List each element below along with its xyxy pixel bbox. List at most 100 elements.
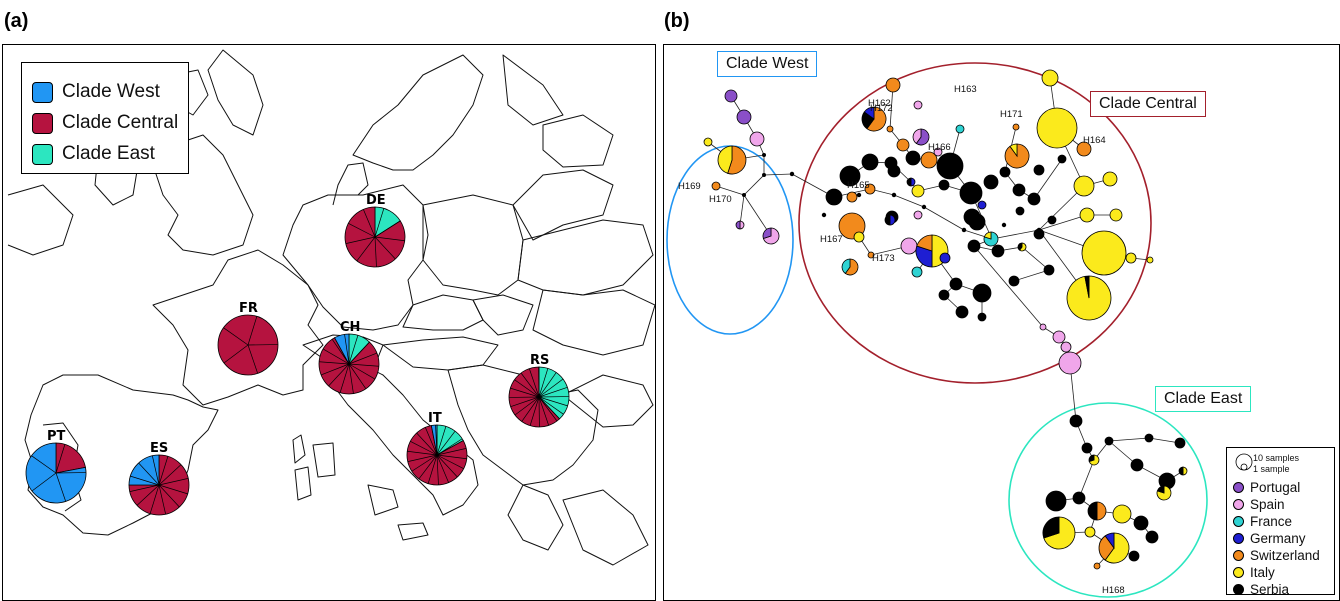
pie-rs-divider bbox=[510, 396, 540, 408]
haplotype-node bbox=[1081, 442, 1093, 454]
haplotype-node-slice bbox=[1033, 228, 1045, 240]
clade-legend: Clade West Clade Central Clade East bbox=[21, 62, 189, 174]
pie-rs-divider bbox=[538, 396, 564, 415]
legend-label: Switzerland bbox=[1250, 547, 1320, 563]
haplotype-node bbox=[1104, 436, 1114, 446]
clade-east-ellipse bbox=[1008, 402, 1208, 598]
haplotype-node-slice bbox=[739, 220, 745, 230]
legend-italy: Italy bbox=[1233, 564, 1275, 580]
haplotype-node bbox=[1087, 501, 1107, 521]
network-edge bbox=[1013, 269, 1050, 282]
size-key: 10 samples 1 sample bbox=[1235, 452, 1335, 476]
haplotype-node-slice bbox=[999, 166, 1011, 178]
haplotype-node-slice bbox=[906, 177, 912, 187]
haplotype-node bbox=[1057, 154, 1067, 164]
haplotype-node-slice bbox=[1009, 143, 1018, 158]
swatch-east bbox=[32, 143, 53, 165]
pie-pt-slice bbox=[25, 442, 87, 504]
haplotype-node bbox=[967, 239, 981, 253]
haplotype-node bbox=[1133, 515, 1149, 531]
haplotype-node-slice bbox=[1104, 532, 1115, 550]
haplotype-node-slice bbox=[1125, 252, 1137, 264]
haplotype-node-slice bbox=[1144, 433, 1154, 443]
network-edge bbox=[973, 245, 1044, 328]
legend-label: Clade East bbox=[62, 143, 155, 164]
haplotype-node bbox=[1043, 264, 1055, 276]
haplotype-node bbox=[885, 77, 901, 93]
pie-rs-divider bbox=[520, 372, 540, 398]
clade-west-label: Clade West bbox=[717, 51, 818, 77]
haplotype-node bbox=[915, 234, 949, 268]
pie-it-divider bbox=[416, 432, 438, 456]
pie-rs-divider bbox=[538, 396, 568, 407]
haplotype-node bbox=[736, 109, 752, 125]
haplotype-node bbox=[1033, 228, 1045, 240]
swatch-west bbox=[32, 81, 53, 103]
legend-label: Clade West bbox=[62, 81, 160, 102]
haplotype-node-slice bbox=[1012, 183, 1026, 197]
haplotype-node bbox=[1036, 107, 1078, 149]
pie-es-slice bbox=[128, 454, 190, 516]
haplotype-node-slice bbox=[844, 258, 859, 276]
haplotype-node bbox=[1012, 123, 1020, 131]
label-h167: H167 bbox=[820, 234, 843, 245]
pie-ch-divider bbox=[348, 352, 378, 365]
pie-es-slice bbox=[128, 454, 160, 486]
haplotype-node bbox=[846, 191, 858, 203]
haplotype-node-slice bbox=[1043, 264, 1055, 276]
label-h166: H166 bbox=[928, 142, 951, 153]
legend-label: France bbox=[1250, 513, 1293, 529]
haplotype-node bbox=[1079, 207, 1095, 223]
haplotype-labels: H162 H163 H164 H165 H166 H167 H168 H169 … bbox=[678, 84, 1125, 596]
haplotype-node-slice bbox=[1156, 485, 1165, 494]
median-vector bbox=[1001, 222, 1007, 228]
pie-pt-slice bbox=[55, 442, 86, 474]
label-h162: H162 bbox=[868, 98, 891, 109]
haplotype-node bbox=[955, 305, 969, 319]
haplotype-node bbox=[1102, 171, 1118, 187]
pie-es-divider bbox=[158, 464, 182, 486]
haplotype-node bbox=[999, 166, 1011, 178]
pie-label-fr: FR bbox=[239, 301, 258, 316]
pie-ch-divider bbox=[348, 363, 354, 394]
haplotype-node bbox=[938, 289, 950, 301]
haplotype-node bbox=[1069, 414, 1083, 428]
median-vector bbox=[962, 228, 966, 232]
pie-rs-divider bbox=[538, 396, 550, 426]
pie-es-divider bbox=[158, 478, 189, 486]
haplotype-node-slice bbox=[1146, 256, 1154, 264]
pie-label-de: DE bbox=[366, 193, 386, 208]
pie-ch-divider bbox=[320, 363, 350, 376]
pie-es-divider bbox=[129, 484, 160, 492]
pie-es bbox=[128, 454, 190, 516]
pie-ch-divider bbox=[348, 335, 359, 365]
haplotype-node bbox=[1088, 454, 1100, 466]
legend-label: Serbia bbox=[1250, 581, 1290, 597]
label-h165: H165 bbox=[847, 180, 870, 191]
haplotype-node-slice bbox=[886, 125, 894, 133]
haplotype-node-slice bbox=[1084, 526, 1096, 538]
pie-rs-divider bbox=[538, 378, 564, 398]
haplotype-node-slice bbox=[911, 184, 925, 198]
haplotype-node-slice bbox=[1174, 437, 1186, 449]
pie-ch-divider bbox=[319, 361, 350, 365]
pie-rs-divider bbox=[521, 396, 540, 422]
haplotype-node-slice bbox=[916, 234, 933, 252]
haplotype-node-slice bbox=[867, 251, 875, 259]
haplotype-node bbox=[749, 131, 765, 147]
pie-label-pt: PT bbox=[47, 429, 66, 444]
haplotype-node-slice bbox=[749, 131, 765, 147]
haplotype-node bbox=[977, 312, 987, 322]
haplotype-node bbox=[1174, 437, 1186, 449]
haplotype-node bbox=[864, 183, 876, 195]
haplotype-node bbox=[1012, 183, 1026, 197]
pie-de-divider bbox=[345, 236, 376, 244]
haplotype-node bbox=[1098, 532, 1130, 564]
haplotype-node bbox=[1073, 175, 1095, 197]
haplotype-node bbox=[991, 244, 1005, 258]
pie-ch-divider bbox=[348, 363, 379, 367]
haplotype-node bbox=[717, 145, 747, 175]
haplotype-node bbox=[905, 150, 921, 166]
country-legend: 10 samples 1 sample Portugal Spain Franc… bbox=[1226, 447, 1335, 597]
haplotype-node bbox=[1125, 252, 1137, 264]
